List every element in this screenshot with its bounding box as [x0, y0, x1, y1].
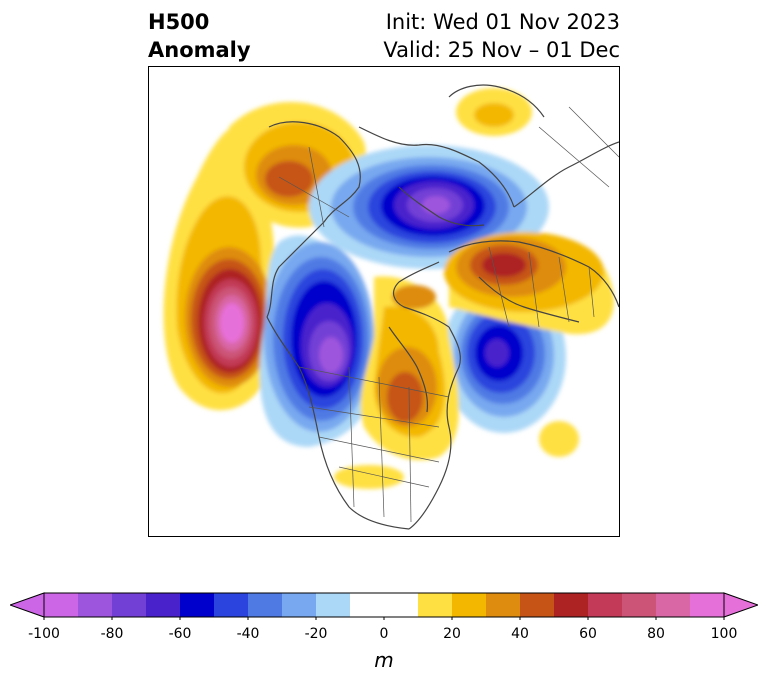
anomaly-map-svg — [163, 84, 619, 530]
colorbar-cell — [656, 593, 690, 617]
colorbar-cell — [622, 593, 656, 617]
colorbar-cell — [44, 593, 78, 617]
colorbar-tick-label: 80 — [647, 626, 665, 642]
colorbar-tick-label: -60 — [168, 626, 192, 642]
title-init-date: Init: Wed 01 Nov 2023 — [385, 10, 620, 34]
atlantic-positive-blob — [539, 421, 579, 457]
colorbar-tick-label: -40 — [236, 626, 260, 642]
colorbar-cell — [452, 593, 486, 617]
greenland-ridge-anomaly — [360, 276, 459, 461]
colorbar-tick-label: -100 — [28, 626, 60, 642]
colorbar-cell — [180, 593, 214, 617]
colorbar-cell — [214, 593, 248, 617]
coastlines — [266, 84, 619, 530]
anomaly-map — [148, 66, 620, 537]
siberia-positive-core — [474, 103, 514, 127]
title-field-name: H500 — [148, 10, 210, 34]
colorbar-unit-label: m — [374, 648, 394, 672]
colorbar-tick-label: 100 — [710, 626, 738, 642]
colorbar-cell — [112, 593, 146, 617]
colorbar-cell — [316, 593, 350, 617]
colorbar-tick-label: 60 — [579, 626, 597, 642]
colorbar-tick-label: -20 — [304, 626, 328, 642]
colorbar-cell — [690, 593, 724, 617]
colorbar-cell — [520, 593, 554, 617]
colorbar-tick-label: 0 — [379, 626, 389, 642]
colorbar — [10, 592, 758, 620]
us-south-positive-blob — [334, 465, 404, 489]
colorbar-cell — [282, 593, 316, 617]
political-borders — [278, 106, 619, 523]
map-title-left: H500 Anomaly — [148, 8, 251, 64]
title-field-type: Anomaly — [148, 38, 251, 62]
title-valid-range: Valid: 25 Nov – 01 Dec — [383, 38, 620, 62]
colorbar-cell — [78, 593, 112, 617]
colorbar-cell — [554, 593, 588, 617]
colorbar-tick-label: 20 — [443, 626, 461, 642]
colorbar-cell — [146, 593, 180, 617]
colorbar-cell — [588, 593, 622, 617]
colorbar-outline — [43, 592, 725, 618]
colorbar-tick-label: 40 — [511, 626, 529, 642]
colorbar-cell — [486, 593, 520, 617]
colorbar-extend-right — [723, 592, 758, 618]
colorbar-cell — [418, 593, 452, 617]
canada-trough-anomaly — [259, 235, 377, 447]
colorbar-cell — [248, 593, 282, 617]
colorbar-extend-left — [10, 592, 45, 618]
colorbar-tick-label: -80 — [100, 626, 124, 642]
colorbar-cell — [350, 593, 418, 617]
map-title-right: Init: Wed 01 Nov 2023 Valid: 25 Nov – 01… — [383, 8, 620, 64]
